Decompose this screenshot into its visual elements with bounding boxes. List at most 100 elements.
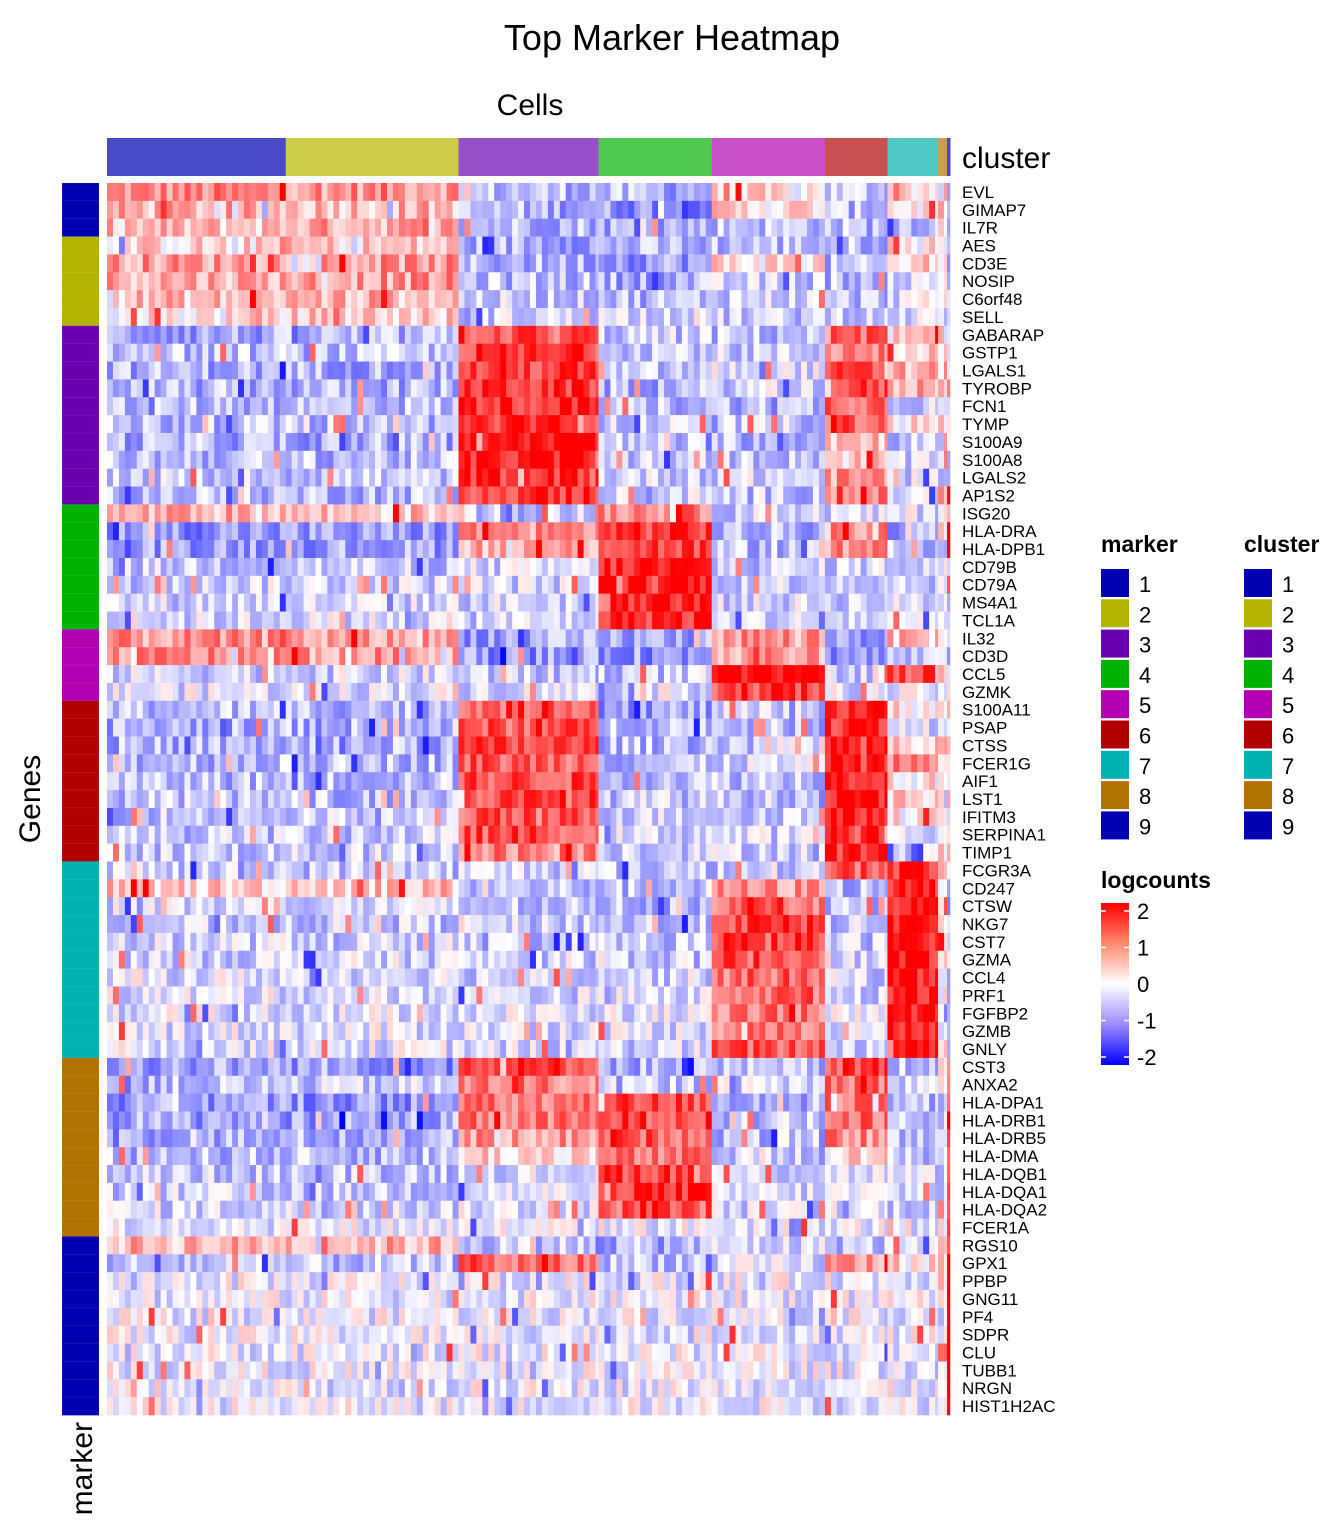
heatmap-cell xyxy=(488,343,495,362)
heatmap-cell xyxy=(154,218,161,237)
heatmap-cell xyxy=(681,325,689,344)
heatmap-cell xyxy=(154,272,161,291)
heatmap-cell xyxy=(351,290,358,309)
heatmap-cell xyxy=(309,218,316,237)
heatmap-cell xyxy=(202,700,209,719)
heatmap-cell xyxy=(795,772,802,791)
heatmap-cell xyxy=(893,700,900,719)
heatmap-cell xyxy=(535,682,543,702)
heatmap-cell xyxy=(375,254,382,273)
heatmap-cell xyxy=(899,200,906,220)
heatmap-cell xyxy=(634,593,641,612)
heatmap-cell xyxy=(836,682,844,702)
heatmap-cell xyxy=(711,682,718,702)
heatmap-cell xyxy=(178,754,185,773)
heatmap-cell xyxy=(494,593,501,612)
heatmap-cell xyxy=(944,307,948,327)
heatmap-cell xyxy=(929,415,936,434)
heatmap-cell xyxy=(285,307,292,327)
heatmap-cell xyxy=(535,647,543,666)
heatmap-cell xyxy=(208,432,215,452)
heatmap-cell xyxy=(458,379,465,398)
heatmap-cell xyxy=(321,415,328,434)
heatmap-cell xyxy=(553,700,561,719)
heatmap-cell xyxy=(172,343,179,362)
heatmap-cell xyxy=(723,611,730,630)
marker-cell xyxy=(61,646,100,666)
cluster-bar-1 xyxy=(107,138,287,176)
heatmap-cell xyxy=(765,183,772,202)
heatmap-cell xyxy=(771,218,778,237)
heatmap-cell xyxy=(458,254,465,273)
heatmap-cell xyxy=(571,575,578,594)
heatmap-cell xyxy=(884,575,888,594)
heatmap-cell xyxy=(375,397,382,416)
heatmap-cell xyxy=(741,700,748,719)
heatmap-cell xyxy=(753,183,760,202)
heatmap-cell xyxy=(160,754,167,773)
heatmap-cell xyxy=(529,522,537,541)
heatmap-cell xyxy=(765,772,772,791)
heatmap-cell xyxy=(604,772,611,791)
heatmap-cell xyxy=(190,557,197,577)
heatmap-cell xyxy=(512,557,519,577)
heatmap-cell xyxy=(935,504,939,523)
heatmap-cell xyxy=(705,665,712,684)
heatmap-cell xyxy=(172,468,179,487)
heatmap-cell xyxy=(112,754,120,773)
heatmap-cell xyxy=(777,718,784,737)
heatmap-cell xyxy=(357,718,364,737)
heatmap-cell xyxy=(238,540,245,559)
heatmap-cell xyxy=(687,218,695,237)
heatmap-cell xyxy=(297,361,304,380)
heatmap-cell xyxy=(658,540,665,559)
heatmap-cell xyxy=(747,665,754,684)
heatmap-cell xyxy=(184,486,191,505)
heatmap-cell xyxy=(646,361,653,380)
heatmap-cell xyxy=(628,665,635,684)
heatmap-cell xyxy=(309,754,316,773)
heatmap-cell xyxy=(646,504,653,523)
heatmap-cell xyxy=(669,647,677,666)
heatmap-cell xyxy=(675,218,683,237)
heatmap-cell xyxy=(345,486,352,505)
heatmap-cell xyxy=(836,218,844,237)
heatmap-cell xyxy=(494,397,501,416)
heatmap-cell xyxy=(404,504,412,523)
heatmap-cell xyxy=(422,647,430,666)
heatmap-cell xyxy=(807,593,814,612)
heatmap-cell xyxy=(208,540,215,559)
heatmap-cell xyxy=(878,254,885,273)
heatmap-cell xyxy=(699,397,707,416)
heatmap-cell xyxy=(765,254,772,273)
heatmap-cell xyxy=(440,682,447,702)
heatmap-cell xyxy=(547,504,555,523)
heatmap-cell xyxy=(333,700,340,719)
heatmap-cell xyxy=(220,629,227,648)
heatmap-cell xyxy=(130,218,138,237)
heatmap-cell xyxy=(753,307,760,327)
heatmap-cell xyxy=(166,307,173,327)
heatmap-cell xyxy=(771,593,778,612)
heatmap-cell xyxy=(917,432,924,452)
heatmap-cell xyxy=(947,718,951,737)
heatmap-cell xyxy=(577,200,584,220)
heatmap-cell xyxy=(249,468,257,487)
heatmap-cell xyxy=(291,468,298,487)
heatmap-cell xyxy=(899,522,906,541)
heatmap-cell xyxy=(854,540,861,559)
heatmap-cell xyxy=(693,540,701,559)
heatmap-cell xyxy=(416,611,424,630)
heatmap-cell xyxy=(470,290,477,309)
heatmap-cell xyxy=(190,272,197,291)
heatmap-cell xyxy=(905,522,912,541)
heatmap-cell xyxy=(598,325,605,344)
heatmap-cell xyxy=(488,397,495,416)
heatmap-cell xyxy=(428,200,435,220)
heatmap-cell xyxy=(705,504,712,523)
heatmap-cell xyxy=(249,397,257,416)
heatmap-cell xyxy=(741,361,748,380)
heatmap-cell xyxy=(622,397,629,416)
heatmap-cell xyxy=(687,468,695,487)
heatmap-cell xyxy=(911,254,918,273)
